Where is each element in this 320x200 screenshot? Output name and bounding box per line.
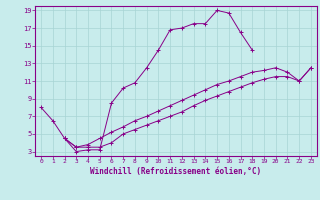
X-axis label: Windchill (Refroidissement éolien,°C): Windchill (Refroidissement éolien,°C) xyxy=(91,167,261,176)
